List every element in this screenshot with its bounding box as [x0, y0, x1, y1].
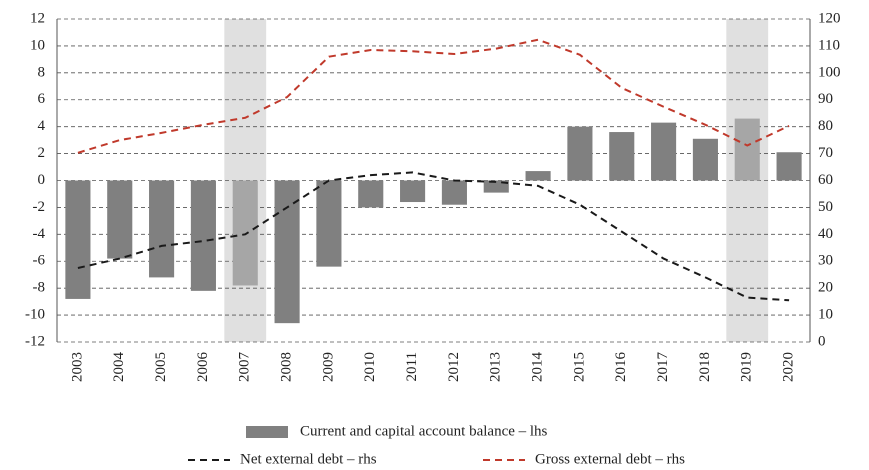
y2-tick-label: 120	[818, 10, 841, 26]
y-tick-label: 4	[38, 118, 46, 134]
bar	[609, 132, 635, 181]
x-tick-label: 2010	[362, 352, 378, 382]
y-tick-label: 12	[30, 10, 45, 26]
bar	[149, 180, 175, 278]
bar	[274, 180, 300, 324]
y2-tick-label: 40	[818, 226, 833, 242]
bar	[358, 180, 384, 208]
x-tick-label: 2016	[613, 352, 629, 383]
y-tick-label: -2	[33, 199, 46, 215]
x-tick-label: 2013	[488, 352, 504, 382]
y-tick-label: 2	[38, 145, 46, 161]
y2-tick-label: 50	[818, 199, 833, 215]
x-tick-label: 2003	[69, 352, 85, 382]
line-series	[77, 38, 790, 154]
x-tick-label: 2009	[320, 352, 336, 382]
y-tick-label: -6	[33, 253, 46, 269]
y-tick-label: 8	[38, 64, 46, 80]
bar	[107, 180, 133, 259]
bar	[525, 171, 551, 181]
y-tick-label: 0	[38, 172, 46, 188]
bar	[232, 180, 258, 286]
y2-tick-label: 70	[818, 145, 833, 161]
y2-tick-label: 30	[818, 253, 833, 269]
y2-tick-label: 10	[818, 307, 833, 323]
line-series	[77, 171, 790, 302]
bar	[734, 118, 760, 181]
bar	[483, 180, 509, 193]
y-tick-label: -8	[33, 280, 46, 296]
y2-tick-label: 0	[818, 333, 826, 349]
x-tick-label: 2012	[446, 352, 462, 382]
x-tick-label: 2017	[655, 352, 671, 383]
y-tick-label: 6	[38, 91, 46, 107]
x-tick-label: 2018	[697, 352, 713, 382]
legend-label: Gross external debt – rhs	[535, 451, 685, 467]
bar	[692, 138, 718, 181]
y2-tick-label: 100	[818, 64, 841, 80]
y-tick-label: -12	[25, 333, 45, 349]
legend-label: Net external debt – rhs	[240, 451, 377, 467]
x-tick-label: 2015	[571, 352, 587, 382]
x-tick-label: 2005	[153, 352, 169, 382]
legend-label: Current and capital account balance – lh…	[300, 423, 548, 439]
bar	[441, 180, 467, 205]
x-tick-label: 2006	[195, 352, 211, 383]
bar	[567, 126, 593, 181]
y2-tick-label: 80	[818, 118, 833, 134]
x-tick-label: 2011	[404, 352, 420, 381]
x-tick-label: 2004	[111, 352, 127, 383]
y2-tick-label: 90	[818, 91, 833, 107]
x-tick-label: 2014	[530, 352, 546, 383]
y-tick-label: 10	[30, 37, 45, 53]
y2-tick-label: 60	[818, 172, 833, 188]
y2-tick-label: 20	[818, 280, 833, 296]
bar	[190, 180, 216, 291]
bar	[316, 180, 342, 267]
legend-swatch	[246, 426, 288, 438]
bar	[65, 180, 91, 299]
x-tick-label: 2019	[739, 352, 755, 382]
y-tick-label: -10	[25, 307, 45, 323]
y-tick-label: -4	[33, 226, 46, 242]
x-tick-label: 2020	[781, 352, 797, 382]
x-tick-label: 2008	[279, 352, 295, 382]
y2-tick-label: 110	[818, 37, 840, 53]
bar	[400, 180, 426, 203]
bar	[651, 122, 677, 181]
bar	[776, 152, 802, 181]
x-tick-label: 2007	[237, 352, 253, 383]
